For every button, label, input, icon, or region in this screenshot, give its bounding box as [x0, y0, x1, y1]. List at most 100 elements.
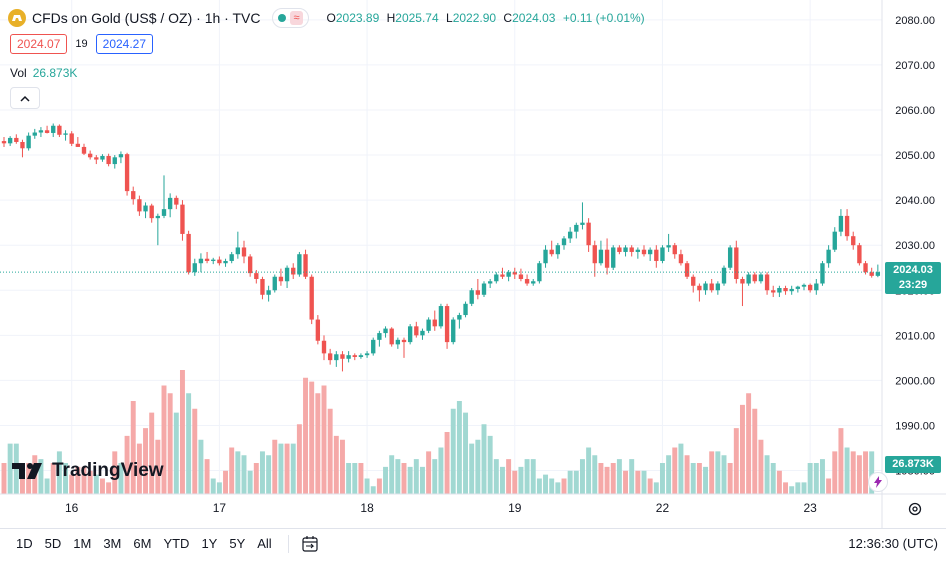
volume-bar: [81, 466, 87, 494]
volume-bar: [623, 470, 629, 494]
candle: [260, 276, 265, 300]
volume-bar: [383, 466, 389, 494]
price-chart[interactable]: 2080.00 2070.00 2060.00 2050.00 2040.00 2030.…: [0, 0, 946, 528]
chart-title[interactable]: CFDs on Gold (US$ / OZ) · 1h · TVC: [32, 10, 261, 26]
range-1d-button[interactable]: 1D: [16, 535, 33, 551]
candle: [623, 245, 628, 257]
candle: [272, 274, 277, 293]
candle: [598, 240, 604, 266]
lightning-icon[interactable]: [868, 472, 888, 492]
volume-bar: [493, 459, 499, 494]
volume-bar: [752, 408, 758, 494]
range-1m-button[interactable]: 1M: [73, 535, 92, 551]
volume-bar: [99, 478, 105, 494]
candle: [586, 218, 591, 252]
volume-bar: [850, 451, 856, 494]
volume-bar: [419, 466, 425, 494]
volume-bar: [321, 385, 327, 494]
candle: [204, 251, 210, 264]
volume-bar: [69, 474, 75, 494]
candle: [684, 260, 690, 280]
volume-bar: [327, 408, 333, 494]
volume-bar: [426, 451, 432, 494]
candle: [51, 123, 56, 138]
volume-bar: [370, 486, 376, 494]
utc-clock[interactable]: 12:36:30 (UTC): [848, 536, 938, 551]
volume-bar: [536, 478, 542, 494]
gold-symbol-icon[interactable]: [8, 9, 26, 27]
candle: [426, 317, 431, 334]
candle: [697, 283, 702, 302]
time-tick-label: 17: [213, 501, 227, 515]
volume-bar: [216, 482, 222, 494]
volume-bar: [481, 424, 487, 494]
candle: [740, 276, 745, 307]
candle: [303, 249, 308, 280]
candle: [377, 330, 382, 347]
range-all-button[interactable]: All: [257, 535, 272, 551]
candle: [611, 245, 616, 270]
candle: [758, 272, 764, 284]
candle: [727, 245, 733, 270]
candle: [592, 240, 597, 277]
candle: [820, 260, 825, 286]
candle: [334, 351, 339, 367]
candle: [703, 281, 708, 295]
candle: [389, 327, 394, 347]
volume-bar: [789, 486, 795, 494]
candle: [660, 245, 665, 264]
gear-icon[interactable]: [906, 500, 924, 518]
volume-bar: [253, 463, 259, 494]
candle: [666, 233, 671, 252]
volume-bar: [376, 478, 382, 494]
volume-bar: [333, 435, 339, 494]
candle: [857, 242, 862, 266]
market-status-pill[interactable]: ≈: [272, 8, 309, 28]
candle: [241, 240, 247, 264]
range-3m-button[interactable]: 3M: [103, 535, 122, 551]
candle: [832, 227, 837, 252]
candle: [106, 153, 111, 167]
candle: [1, 137, 7, 147]
volume-bar: [463, 412, 469, 494]
candle: [291, 263, 296, 280]
market-open-dot-icon: [278, 14, 287, 22]
go-to-date-calendar-icon[interactable]: [299, 533, 321, 555]
volume-bar: [309, 381, 315, 494]
range-5d-button[interactable]: 5D: [44, 535, 62, 551]
candle: [309, 274, 314, 325]
volume-bar: [684, 455, 690, 494]
candle: [475, 279, 481, 300]
change-value: +0.11 (+0.01%): [562, 11, 645, 25]
sell-price-button[interactable]: 2024.07: [10, 34, 68, 54]
volume-bar: [106, 482, 112, 494]
range-6m-button[interactable]: 6M: [133, 535, 152, 551]
candle: [463, 301, 468, 318]
candle: [407, 324, 413, 345]
range-ytd-button[interactable]: YTD: [163, 535, 190, 551]
volume-bar: [407, 466, 413, 494]
candle: [524, 274, 530, 286]
tradingview-logo[interactable]: TradingView: [12, 460, 164, 482]
candle: [826, 245, 831, 268]
buy-price-button[interactable]: 2024.27: [95, 34, 154, 54]
volume-bar: [524, 459, 530, 494]
volume-bar: [776, 470, 782, 494]
volume-bar: [746, 393, 752, 494]
volume-bar: [266, 455, 272, 494]
volume-bar: [795, 482, 801, 494]
volume-bar: [284, 443, 290, 494]
volume-bar: [19, 466, 25, 494]
candle: [364, 351, 370, 358]
volume-bar: [543, 474, 549, 494]
volume-bar: [758, 439, 764, 494]
close-value: 2024.03: [512, 11, 556, 25]
candle: [284, 265, 290, 289]
candles: [1, 123, 881, 372]
candle: [297, 251, 302, 277]
range-1y-button[interactable]: 1Y: [201, 535, 218, 551]
range-5y-button[interactable]: 5Y: [229, 535, 246, 551]
collapse-legend-button[interactable]: [10, 87, 40, 109]
volume-bar: [204, 459, 210, 494]
